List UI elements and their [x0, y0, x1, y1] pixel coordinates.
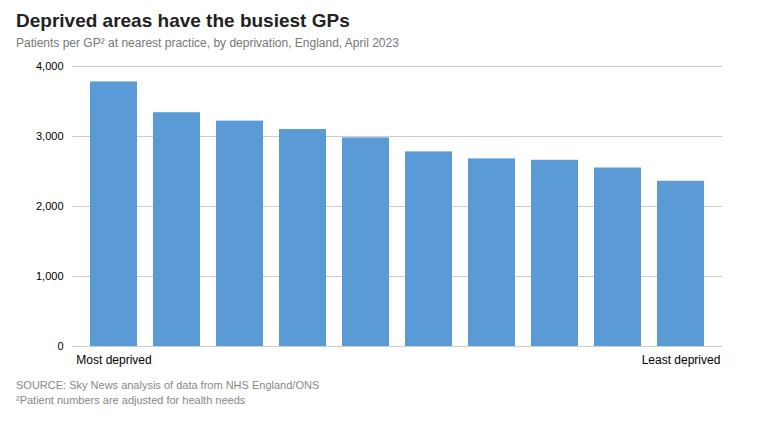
html-text:²Patient numbers are adjusted: ²Patient numbers are adjusted for health…	[16, 393, 246, 406]
html-text:Deprived areas have the busies: Deprived areas have the busiest GPs	[16, 10, 350, 31]
html-text:Patients per GP² at nearest pr: Patients per GP² at nearest practice, by…	[16, 36, 399, 50]
svg-text:Most deprived: Most deprived	[76, 353, 151, 367]
svg-text:4,000: 4,000	[36, 60, 64, 72]
svg-text:2,000: 2,000	[36, 200, 64, 212]
svg-text:3,000: 3,000	[36, 130, 64, 142]
svg-text:Least deprived: Least deprived	[642, 353, 721, 367]
html-text:SOURCE: Sky News analysis of d: SOURCE: Sky News analysis of data from N…	[16, 379, 320, 391]
svg-text:0: 0	[57, 340, 63, 352]
svg-text:1,000: 1,000	[36, 270, 64, 282]
